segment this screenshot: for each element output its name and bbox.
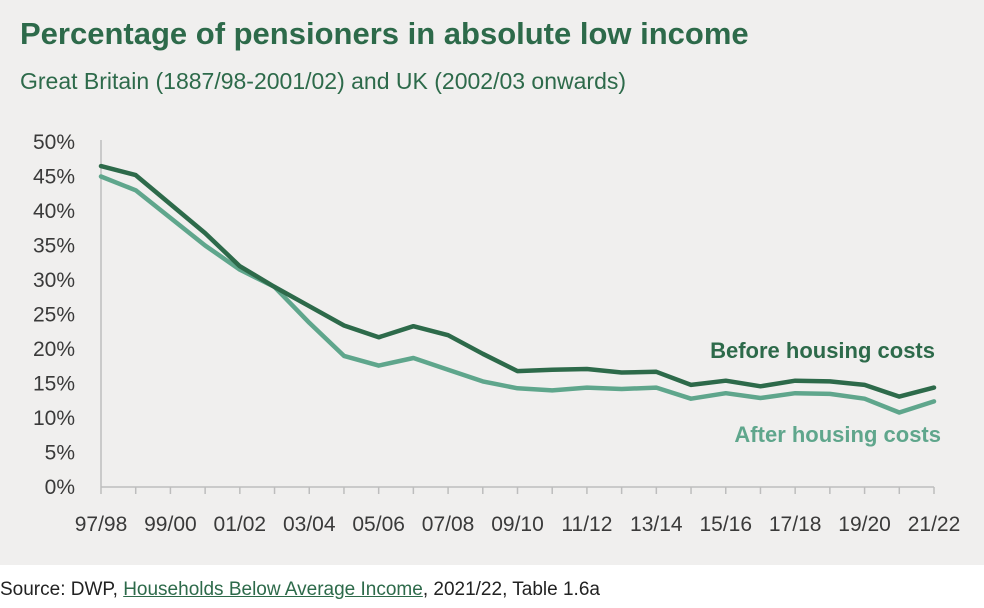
x-tick-label: 97/98 — [75, 513, 128, 536]
chart-title: Percentage of pensioners in absolute low… — [20, 16, 749, 51]
x-tick-label: 11/12 — [561, 513, 612, 536]
x-tick-label: 09/10 — [491, 513, 544, 536]
y-tick-label: 15% — [33, 373, 75, 396]
x-tick-label: 03/04 — [283, 513, 336, 536]
source-note: Source: DWP, Households Below Average In… — [0, 579, 600, 601]
series-label-before-housing: Before housing costs — [710, 338, 935, 363]
y-tick-label: 35% — [33, 235, 75, 258]
series-label-after-housing: After housing costs — [734, 422, 941, 447]
x-tick-label: 01/02 — [214, 513, 267, 536]
y-tick-label: 40% — [33, 200, 75, 223]
source-prefix: Source: DWP, — [0, 579, 124, 600]
y-tick-label: 0% — [45, 476, 75, 499]
y-tick-label: 30% — [33, 269, 75, 292]
source-suffix: , 2021/22, Table 1.6a — [422, 579, 600, 600]
x-tick-label: 05/06 — [352, 513, 405, 536]
y-tick-label: 25% — [33, 304, 75, 327]
x-tick-label: 07/08 — [422, 513, 475, 536]
chart-card: Percentage of pensioners in absolute low… — [0, 0, 984, 565]
x-tick-label: 21/22 — [908, 513, 961, 536]
x-tick-label: 15/16 — [699, 513, 752, 536]
series-line-before-housing — [98, 163, 937, 399]
line-chart: 0% 5% 10% 15% 20% 25% 30% 35% 40% 45% 50% 97/98 99/0… — [33, 131, 961, 536]
x-tick-label: 99/00 — [144, 513, 197, 536]
x-tick-label: 19/20 — [838, 513, 891, 536]
series-line-after-housing — [98, 174, 937, 415]
chart-subtitle: Great Britain (1887/98-2001/02) and UK (… — [20, 68, 627, 94]
y-tick-label: 10% — [33, 407, 75, 430]
y-tick-label: 20% — [33, 338, 75, 361]
y-tick-label: 45% — [33, 166, 75, 189]
y-tick-label: 5% — [45, 442, 75, 465]
source-link[interactable]: Households Below Average Income — [123, 579, 423, 600]
x-tick-label: 17/18 — [769, 513, 822, 536]
y-tick-label: 50% — [33, 131, 75, 154]
x-tick-label: 13/14 — [630, 513, 683, 536]
